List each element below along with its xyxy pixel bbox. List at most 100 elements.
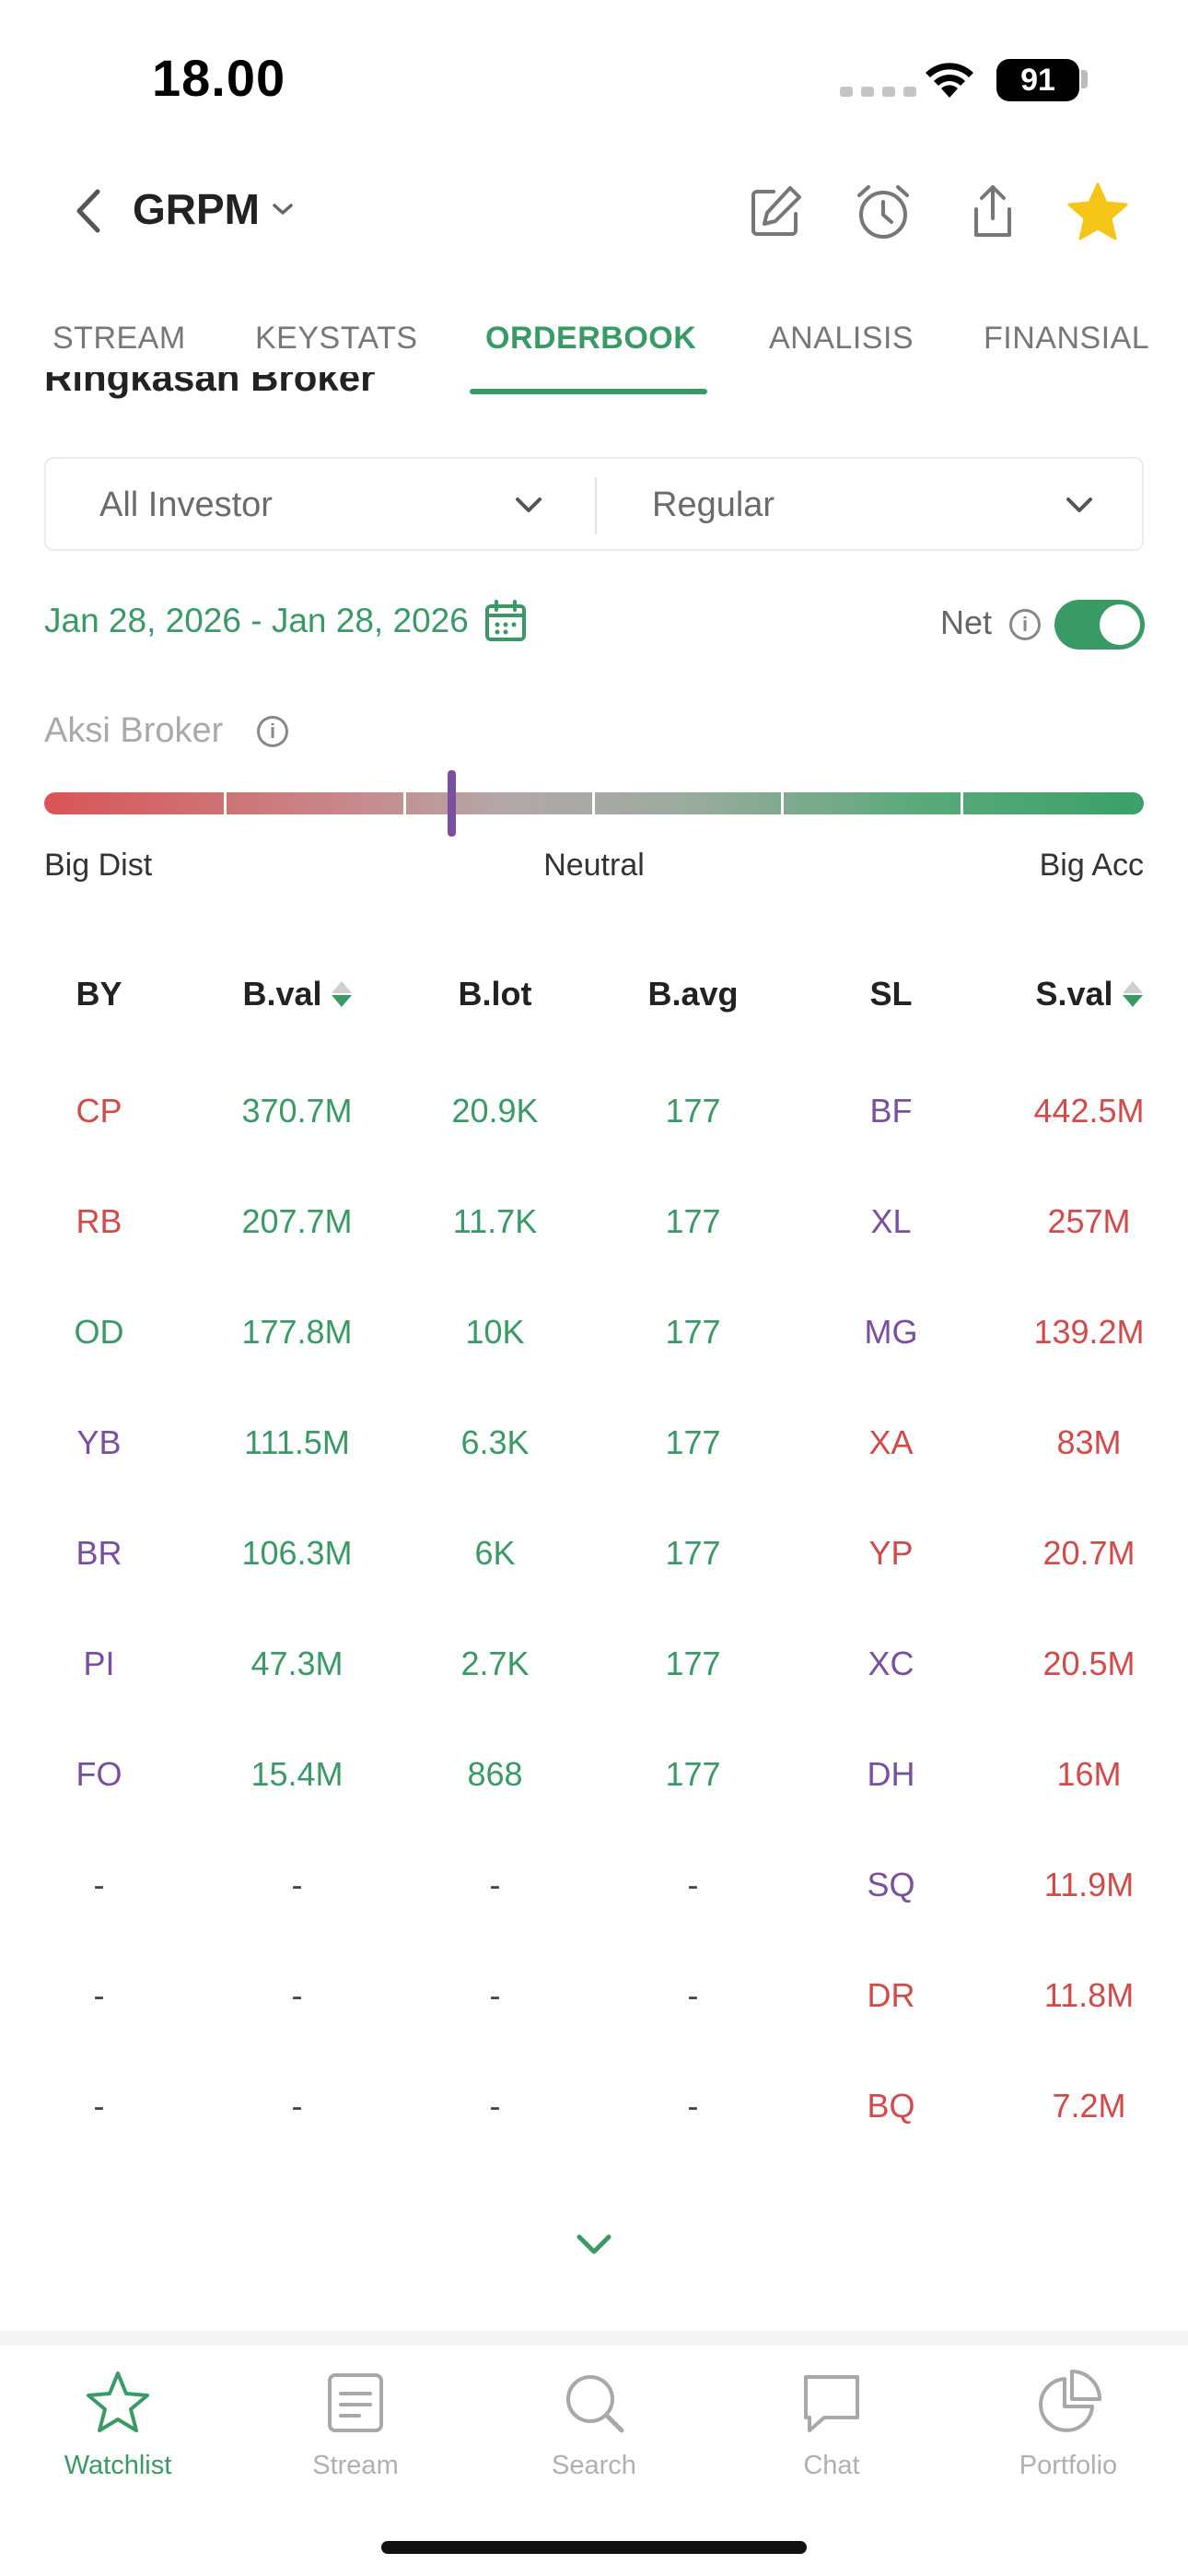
back-button[interactable]: [63, 179, 118, 243]
calendar-icon: [484, 600, 526, 641]
expand-more-button[interactable]: [572, 2226, 616, 2263]
table-row: FO 15.4M 868 177 DH 16M: [0, 1747, 1188, 1857]
cell-seller[interactable]: MG: [864, 1313, 918, 1351]
column-header-bval[interactable]: B.val: [198, 975, 396, 1013]
cell-sell-value: 20.5M: [1042, 1645, 1136, 1682]
table-row: YB 111.5M 6.3K 177 XA 83M: [0, 1415, 1188, 1526]
price-alert-button[interactable]: [848, 177, 918, 247]
cell-seller[interactable]: DH: [867, 1755, 915, 1793]
ticker-selector[interactable]: GRPM: [133, 184, 295, 234]
column-header-sval[interactable]: S.val: [990, 975, 1188, 1013]
table-row: RB 207.7M 11.7K 177 XL 257M: [0, 1194, 1188, 1305]
filter-divider: [595, 477, 597, 534]
tab-finansial[interactable]: FINANSIAL: [984, 321, 1150, 356]
cell-seller[interactable]: XL: [870, 1202, 912, 1240]
cell-buy-avg: 177: [665, 1755, 721, 1793]
gauge-segment-divider: [224, 792, 227, 814]
cell-buy-avg: 177: [665, 1534, 721, 1572]
nav-label: Portfolio: [1019, 2451, 1118, 2480]
share-button[interactable]: [958, 177, 1028, 247]
chevron-down-icon: [516, 498, 542, 512]
sort-icon: [331, 981, 352, 1007]
nav-portfolio[interactable]: Portfolio: [976, 2368, 1160, 2481]
pie-chart-icon: [1039, 2370, 1101, 2432]
tab-analisis[interactable]: ANALISIS: [769, 321, 914, 356]
cell-sell-value: 7.2M: [1052, 2087, 1126, 2125]
chat-icon: [804, 2375, 859, 2432]
status-bar: 18.00 91: [0, 0, 1188, 157]
info-icon[interactable]: i: [1009, 609, 1041, 640]
column-header-by: BY: [76, 975, 122, 1013]
date-range-picker[interactable]: Jan 28, 2026 - Jan 28, 2026: [44, 599, 528, 643]
cell-seller[interactable]: DR: [867, 1976, 915, 2014]
nav-search[interactable]: Search: [502, 2368, 686, 2481]
table-row: OD 177.8M 10K 177 MG 139.2M: [0, 1305, 1188, 1415]
aksi-broker-label: Aksi Broker: [44, 711, 224, 750]
cell-seller[interactable]: BQ: [867, 2087, 915, 2125]
cell-seller[interactable]: XC: [868, 1645, 914, 1682]
cell-seller[interactable]: YP: [868, 1534, 914, 1572]
cell-buyer[interactable]: BR: [76, 1534, 122, 1572]
bottom-nav: Watchlist Stream Search Chat Portfolio: [0, 2346, 1188, 2576]
cell-buy-value: 370.7M: [241, 1092, 353, 1130]
cell-buy-avg: -: [687, 2087, 699, 2125]
tab-bar: STREAM KEYSTATS ORDERBOOK ANALISIS FINAN…: [0, 304, 1188, 396]
bottom-nav-separator: [0, 2331, 1188, 2346]
gauge-segment-divider: [592, 792, 595, 814]
watchlist-star-button[interactable]: [1063, 177, 1133, 247]
cell-buy-lot: -: [489, 2087, 501, 2125]
market-filter-dropdown[interactable]: Regular: [652, 459, 1112, 551]
nav-watchlist[interactable]: Watchlist: [26, 2368, 210, 2481]
section-title-clip: Ringkasan Broker: [44, 372, 597, 409]
gauge-segment-divider: [781, 792, 784, 814]
cell-buyer[interactable]: PI: [83, 1645, 115, 1682]
cell-buyer: -: [93, 2087, 105, 2125]
nav-stream[interactable]: Stream: [263, 2368, 448, 2481]
cell-sell-value: 139.2M: [1033, 1313, 1145, 1351]
cell-buy-avg: 177: [665, 1092, 721, 1130]
net-toggle[interactable]: [1054, 600, 1145, 650]
nav-chat[interactable]: Chat: [740, 2368, 924, 2481]
cell-buy-value: 15.4M: [250, 1755, 344, 1793]
gauge-label-right: Big Acc: [1039, 848, 1144, 883]
gauge-marker: [447, 770, 456, 837]
cell-buy-value: 47.3M: [250, 1645, 344, 1682]
cell-buyer[interactable]: OD: [74, 1313, 124, 1351]
info-icon[interactable]: i: [257, 716, 288, 747]
investor-filter-dropdown[interactable]: All Investor: [99, 459, 560, 551]
nav-label: Watchlist: [64, 2451, 172, 2480]
cell-buyer[interactable]: CP: [76, 1092, 122, 1130]
table-row: - - - - BQ 7.2M: [0, 2078, 1188, 2189]
star-icon: [87, 2371, 149, 2432]
cell-buy-lot: 6.3K: [460, 1423, 530, 1461]
nav-label: Search: [552, 2451, 636, 2480]
broker-action-gauge: [44, 792, 1144, 814]
table-row: PI 47.3M 2.7K 177 XC 20.5M: [0, 1636, 1188, 1747]
active-tab-indicator: [470, 389, 707, 394]
edit-button[interactable]: [740, 177, 810, 247]
cell-seller[interactable]: BF: [869, 1092, 913, 1130]
cell-seller[interactable]: SQ: [867, 1866, 915, 1903]
toggle-knob: [1100, 604, 1140, 645]
cell-buy-lot: 10K: [465, 1313, 525, 1351]
market-filter-value: Regular: [652, 485, 775, 524]
cell-buyer[interactable]: YB: [76, 1423, 122, 1461]
tab-stream[interactable]: STREAM: [52, 321, 186, 356]
cell-buy-lot: 2.7K: [460, 1645, 530, 1682]
tab-orderbook[interactable]: ORDERBOOK: [485, 321, 697, 356]
ticker-label: GRPM: [133, 185, 260, 233]
cell-buy-value: 111.5M: [244, 1423, 350, 1461]
cell-sell-value: 257M: [1047, 1202, 1131, 1240]
column-header-bavg: B.avg: [647, 975, 739, 1013]
cell-buy-lot: 868: [467, 1755, 523, 1793]
cell-buy-value: -: [291, 1976, 303, 2014]
cell-buy-value: 207.7M: [241, 1202, 353, 1240]
net-label: Net: [940, 603, 993, 641]
table-row: BR 106.3M 6K 177 YP 20.7M: [0, 1526, 1188, 1636]
tab-keystats[interactable]: KEYSTATS: [255, 321, 418, 356]
cell-buyer[interactable]: FO: [76, 1755, 122, 1793]
stock-header: GRPM: [0, 157, 1188, 267]
cell-seller[interactable]: XA: [868, 1423, 914, 1461]
chevron-down-icon: [1066, 498, 1092, 512]
cell-buyer[interactable]: RB: [76, 1202, 122, 1240]
